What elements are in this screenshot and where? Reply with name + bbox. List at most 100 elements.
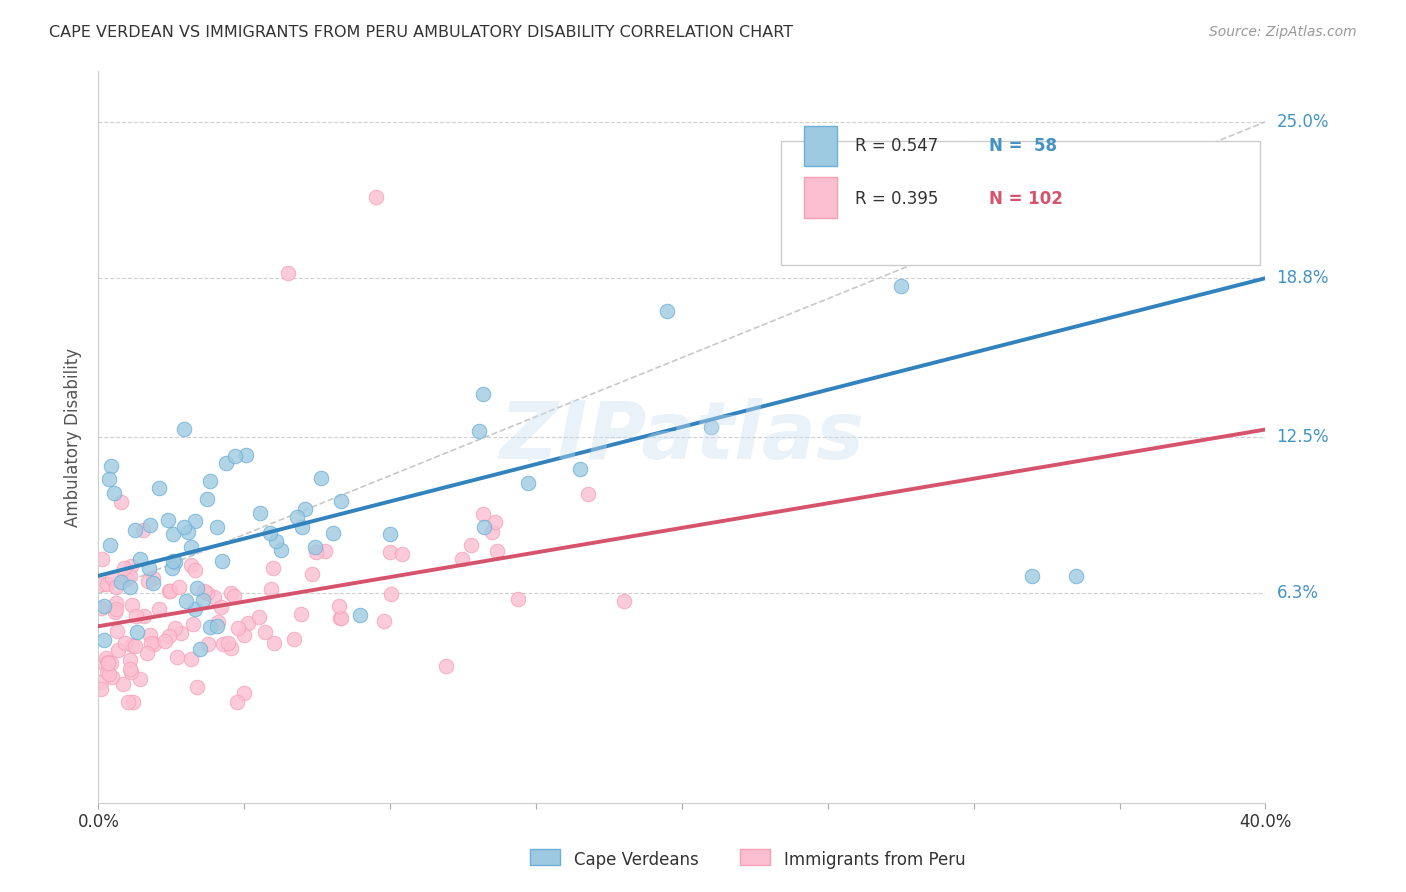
Point: [890, 278, 912, 293]
Point: [160, 561, 183, 575]
Point: [120, 653, 142, 667]
Point: [202, 591, 225, 605]
Point: [259, 525, 281, 540]
Text: Cape Verdeans: Cape Verdeans: [574, 851, 699, 869]
Point: [329, 611, 352, 625]
Point: [481, 525, 503, 540]
FancyBboxPatch shape: [741, 849, 769, 865]
Point: [176, 525, 198, 540]
Point: [195, 491, 218, 506]
Point: [139, 518, 162, 533]
Point: [98, 666, 121, 681]
Point: [472, 507, 495, 521]
Point: [264, 534, 287, 549]
Point: [235, 448, 257, 462]
Point: [180, 558, 202, 572]
Point: [120, 580, 142, 594]
Point: [97, 656, 120, 670]
Point: [90, 601, 112, 615]
Point: [450, 551, 472, 566]
Text: CAPE VERDEAN VS IMMIGRANTS FROM PERU AMBULATORY DISABILITY CORRELATION CHART: CAPE VERDEAN VS IMMIGRANTS FROM PERU AMB…: [49, 25, 793, 40]
Point: [508, 591, 530, 606]
Point: [460, 538, 482, 552]
Point: [183, 616, 205, 631]
Point: [349, 607, 371, 622]
Point: [330, 493, 353, 508]
Point: [120, 665, 142, 679]
Point: [262, 561, 284, 575]
Point: [139, 627, 162, 641]
Point: [180, 540, 202, 554]
Point: [104, 596, 127, 610]
Point: [112, 677, 135, 691]
Point: [90, 681, 112, 696]
Point: [91, 577, 114, 591]
Point: [132, 524, 155, 538]
Text: 6.3%: 6.3%: [1277, 584, 1319, 602]
Point: [224, 449, 246, 463]
Point: [472, 387, 495, 401]
Point: [301, 567, 323, 582]
Point: [96, 576, 118, 591]
Point: [117, 695, 139, 709]
Point: [188, 641, 211, 656]
Point: [236, 615, 259, 630]
Point: [173, 520, 195, 534]
Point: [115, 573, 138, 587]
Point: [211, 554, 233, 568]
Point: [136, 574, 159, 589]
Point: [254, 625, 277, 640]
Point: [120, 558, 142, 573]
Point: [91, 551, 114, 566]
Point: [207, 615, 229, 629]
Text: N =  58: N = 58: [988, 137, 1057, 155]
Text: Immigrants from Peru: Immigrants from Peru: [783, 851, 966, 869]
Point: [467, 424, 489, 438]
Point: [1021, 569, 1043, 583]
Point: [373, 614, 395, 628]
Point: [176, 594, 198, 608]
Point: [380, 587, 402, 601]
Point: [221, 640, 243, 655]
Point: [142, 576, 165, 591]
Point: [97, 656, 120, 670]
Text: ZIPatlas: ZIPatlas: [499, 398, 865, 476]
Point: [294, 502, 316, 516]
Text: 18.8%: 18.8%: [1277, 269, 1329, 287]
Point: [166, 650, 188, 665]
Point: [260, 582, 283, 597]
Point: [162, 554, 184, 568]
Point: [101, 670, 124, 684]
Point: [163, 621, 186, 635]
Text: Source: ZipAtlas.com: Source: ZipAtlas.com: [1209, 25, 1357, 39]
Point: [380, 527, 402, 541]
Point: [212, 637, 235, 651]
Point: [90, 675, 112, 690]
Point: [304, 540, 326, 554]
Point: [205, 618, 228, 632]
Point: [136, 646, 159, 660]
Point: [120, 569, 142, 583]
Point: [118, 662, 141, 676]
Point: [434, 658, 457, 673]
Point: [568, 462, 591, 476]
Point: [121, 598, 143, 612]
Point: [277, 266, 299, 280]
Point: [1064, 569, 1087, 583]
Point: [105, 624, 128, 638]
Point: [270, 542, 292, 557]
Point: [112, 560, 135, 574]
Point: [612, 594, 634, 608]
Point: [184, 563, 207, 577]
Point: [157, 630, 180, 644]
Point: [364, 190, 387, 204]
Point: [207, 520, 229, 534]
Point: [157, 583, 180, 598]
Point: [222, 589, 245, 603]
Point: [124, 639, 146, 653]
Point: [94, 657, 117, 671]
Point: [125, 625, 148, 640]
Point: [100, 459, 122, 474]
Point: [232, 686, 254, 700]
Point: [221, 586, 243, 600]
